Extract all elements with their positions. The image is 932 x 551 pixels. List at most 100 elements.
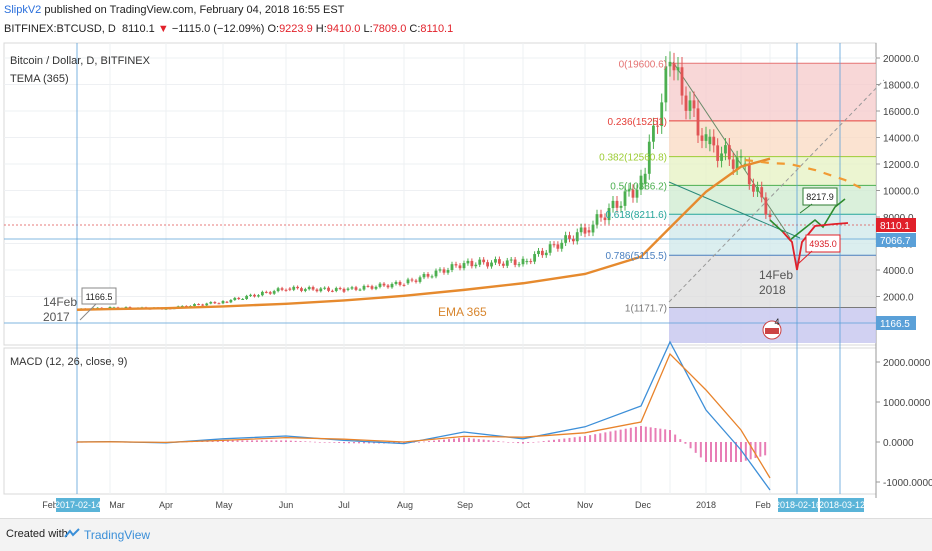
candle-body xyxy=(712,136,716,146)
signal-line xyxy=(76,352,771,479)
macd-hist-bar xyxy=(285,440,287,442)
candle-body xyxy=(221,301,225,304)
macd-hist-bar xyxy=(323,442,326,443)
close-value: 8110.1 xyxy=(420,23,454,35)
candle-body xyxy=(635,189,639,198)
macd-hist-bar xyxy=(715,442,717,462)
candle-body xyxy=(652,125,655,142)
macd-hist-bar xyxy=(754,442,757,458)
candle-body xyxy=(470,260,474,267)
candle-body xyxy=(366,285,370,287)
macd-hist-bar xyxy=(463,437,465,442)
candle-body xyxy=(311,287,315,290)
candle-body xyxy=(643,173,647,184)
candle-body xyxy=(245,295,249,299)
macd-tick-label: 1000.0000 xyxy=(883,398,931,409)
macd-hist-bar xyxy=(740,442,742,462)
left-note-day: 14Feb xyxy=(43,295,77,309)
candle-body xyxy=(639,175,643,190)
candle-body xyxy=(688,100,692,111)
macd-hist-bar xyxy=(744,442,747,461)
macd-hist-bar xyxy=(749,442,752,460)
left-callout-pointer xyxy=(79,303,97,321)
open-value: 9223.9 xyxy=(279,23,313,35)
candle-body xyxy=(560,242,564,249)
candle-body xyxy=(237,297,241,300)
macd-hist-bar xyxy=(270,440,273,442)
time-axis-label: Oct xyxy=(516,500,531,510)
macd-hist-bar xyxy=(573,437,576,442)
fib-label-6: 1(1171.7) xyxy=(625,303,667,314)
macd-hist-bar xyxy=(260,440,263,442)
candle-body xyxy=(296,286,299,289)
candle-body xyxy=(442,269,446,273)
time-axis-label: Nov xyxy=(577,500,594,510)
chart-canvas[interactable]: Bitcoin / Dollar, D, BITFINEX TEMA (365)… xyxy=(0,42,932,518)
time-axis[interactable]: Feb Mar Apr May Jun Jul Aug Sep Oct Nov Dec 2018 Feb… xyxy=(42,498,865,512)
publish-line: SlipkV2 published on TradingView.com, Fe… xyxy=(4,4,344,16)
tradingview-brand[interactable]: TradingView xyxy=(84,528,151,542)
time-highlight-label: 2017-02-14 xyxy=(55,500,101,510)
change-value: −1115.0 (−12.09%) xyxy=(171,23,265,35)
macd-hist-bar xyxy=(568,437,571,442)
candle-body xyxy=(268,292,272,294)
macd-hist-bar xyxy=(348,442,350,444)
macd-axis[interactable]: 2000.0000 1000.0000 0.0000 -1000.0000 xyxy=(876,358,932,489)
candle-body xyxy=(768,214,772,218)
macd-hist-bar xyxy=(649,427,652,442)
macd-hist-bar xyxy=(512,442,515,443)
macd-hist-bar xyxy=(558,439,561,442)
macd-hist-bar xyxy=(619,429,622,442)
macd-hist-bar xyxy=(492,440,495,442)
macd-hist-bar xyxy=(314,441,316,443)
fib-diagonal xyxy=(672,61,791,239)
macd-hist-bar xyxy=(246,440,249,442)
macd-hist-bar xyxy=(553,439,555,442)
candle-body xyxy=(213,302,217,304)
event-count: 4 xyxy=(774,317,779,327)
candle-body xyxy=(623,191,627,206)
candle-body xyxy=(700,135,704,141)
macd-title: MACD (12, 26, close, 9) xyxy=(10,356,127,368)
macd-tick-label: 0.0000 xyxy=(883,438,914,449)
ema-label: EMA 365 xyxy=(438,305,487,319)
time-axis-label: Feb xyxy=(755,500,771,510)
macd-hist-bar xyxy=(502,441,505,443)
candle-body xyxy=(362,285,366,290)
candle-body xyxy=(505,260,509,266)
candle-body xyxy=(323,287,327,289)
candle-body xyxy=(509,259,513,261)
candle-body xyxy=(747,163,751,185)
macd-hist-bar xyxy=(373,442,375,444)
price-tick-label: 2000.0 xyxy=(883,293,914,304)
author-link[interactable]: SlipkV2 xyxy=(4,4,42,16)
created-with-label: Created with xyxy=(6,528,68,540)
fib-label-1: 0.236(15251) xyxy=(608,117,668,128)
candle-body xyxy=(656,125,659,127)
macd-hist-bar xyxy=(599,433,602,442)
price-axis[interactable]: 20000.0 18000.0 16000.0 14000.0 12000.0 10000… xyxy=(876,54,920,330)
macd-hist-bar xyxy=(527,442,530,443)
candle-body xyxy=(696,108,700,136)
candle-body xyxy=(564,235,568,243)
macd-hist-bar xyxy=(443,439,445,442)
candle-body xyxy=(735,157,739,169)
macd-hist-bar xyxy=(563,438,566,442)
low-label: L: xyxy=(363,23,373,35)
candle-body xyxy=(307,287,311,290)
projection-down xyxy=(782,222,849,271)
left-note-year: 2017 xyxy=(43,310,70,324)
event-badge[interactable]: 4 xyxy=(762,317,782,340)
price-tag-base xyxy=(876,316,916,330)
macd-hist-bar xyxy=(614,430,617,442)
macd-hist-bar xyxy=(735,442,737,462)
candle-body xyxy=(756,187,759,192)
candle-body xyxy=(225,301,229,303)
candle-body xyxy=(446,270,450,273)
candle-body xyxy=(668,61,672,67)
time-highlight-box xyxy=(778,498,818,512)
time-axis-label: Feb xyxy=(42,500,58,510)
macd-hist-bar xyxy=(730,442,732,462)
macd-hist-bar xyxy=(482,439,485,442)
candle-body xyxy=(704,134,708,141)
